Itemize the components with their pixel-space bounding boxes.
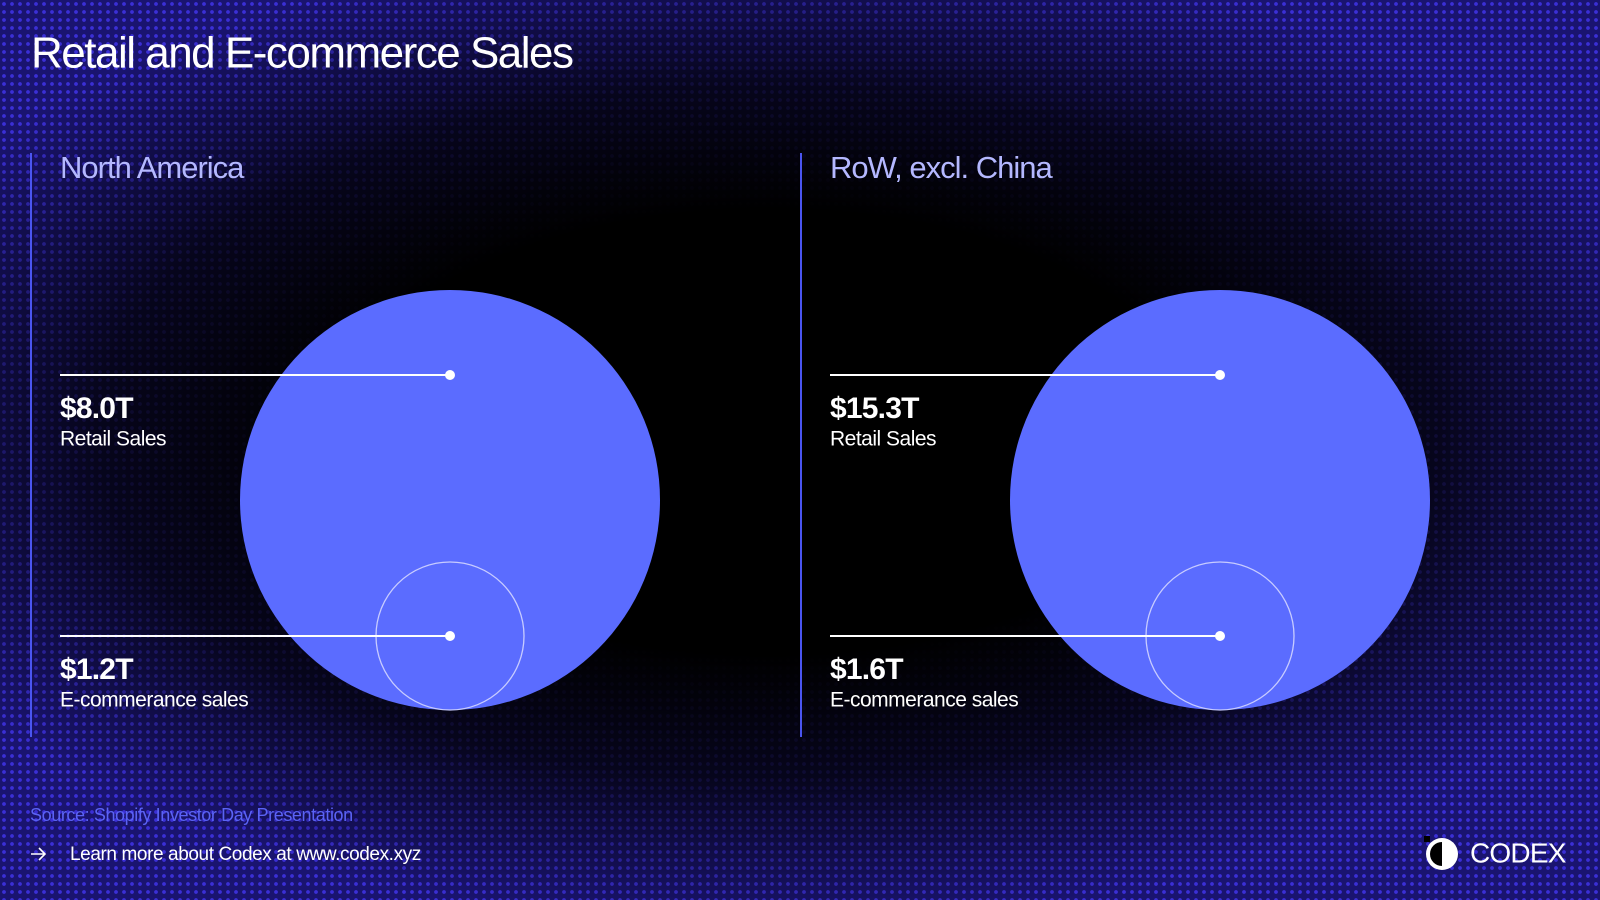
arrow-icon — [31, 847, 47, 861]
item-label: E-commerance sales — [60, 689, 248, 712]
retail-circle — [240, 290, 660, 710]
retail-circle — [1010, 290, 1430, 710]
item-value: $1.6T — [830, 653, 903, 686]
item-label: E-commerance sales — [830, 689, 1018, 712]
item-value: $8.0T — [60, 392, 133, 425]
item-label: Retail Sales — [830, 428, 936, 451]
learn-more-link[interactable]: Learn more about Codex at www.codex.xyz — [70, 844, 421, 865]
title: Retail and E-commerce Sales — [31, 29, 573, 78]
leader-dot — [1215, 370, 1225, 380]
leader-dot — [445, 370, 455, 380]
logo-icon — [1424, 836, 1458, 870]
leader-dot — [445, 631, 455, 641]
item-value: $15.3T — [830, 392, 919, 425]
panel-heading: RoW, excl. China — [830, 150, 1054, 185]
logo-text: CODEX — [1470, 837, 1567, 868]
panel-heading: North America — [60, 150, 245, 185]
item-label: Retail Sales — [60, 428, 166, 451]
source: Source: Shopify Investor Day Presentatio… — [30, 805, 353, 825]
item-value: $1.2T — [60, 653, 133, 686]
leader-dot — [1215, 631, 1225, 641]
